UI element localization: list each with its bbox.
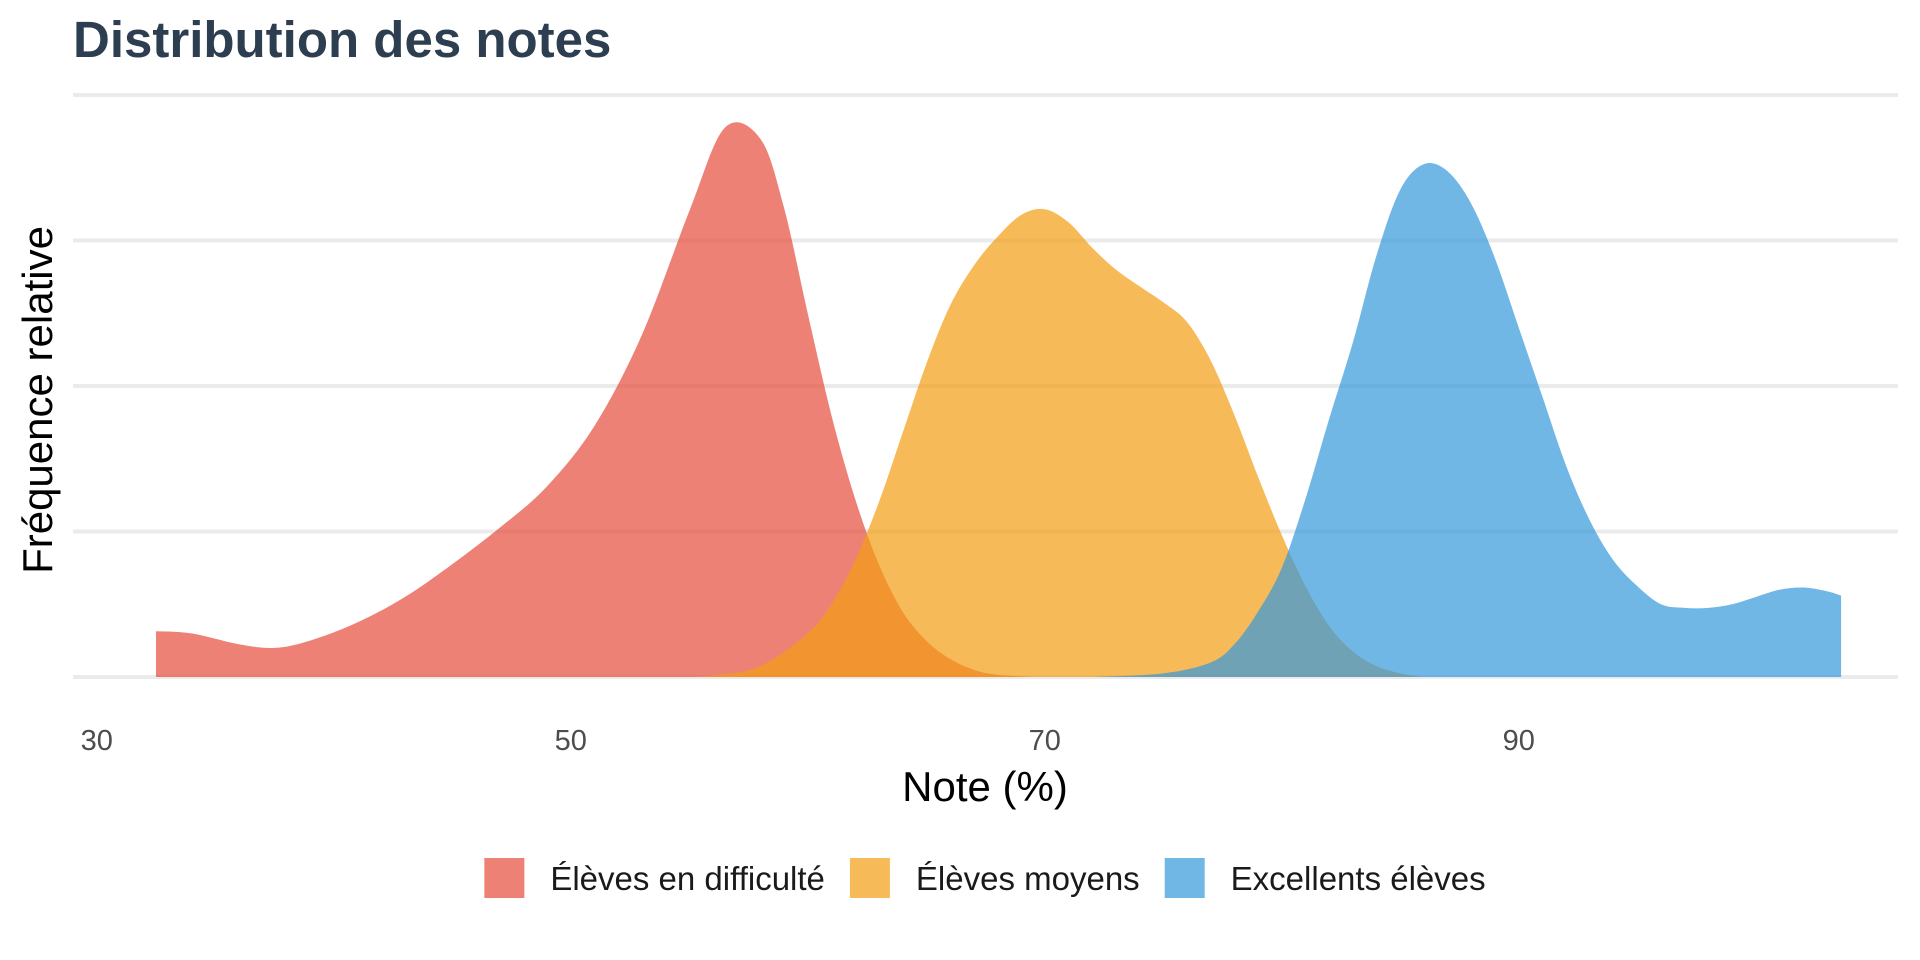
x-axis-title: Note (%) xyxy=(902,763,1068,810)
chart-title: Distribution des notes xyxy=(73,11,611,68)
legend-key-2 xyxy=(849,858,890,898)
y-axis-title: Fréquence relative xyxy=(14,226,61,574)
density-area-2 xyxy=(665,208,1424,677)
density-area-3 xyxy=(1092,163,1842,677)
x-tick-label-50: 50 xyxy=(555,725,587,757)
legend-label-3: Excellents élèves xyxy=(1231,860,1486,897)
x-tick-label-90: 90 xyxy=(1503,725,1535,757)
legend-label-1: Élèves en difficulté xyxy=(550,860,825,897)
x-tick-label-70: 70 xyxy=(1029,725,1061,757)
density-area-1 xyxy=(156,122,1033,677)
x-tick-label-30: 30 xyxy=(81,725,113,757)
legend-key-3 xyxy=(1164,858,1205,898)
plot-area xyxy=(156,122,1842,677)
x-axis-ticks: 30 50 70 90 xyxy=(81,725,1535,757)
legend: Élèves en difficulté Élèves moyens Excelle… xyxy=(484,858,1486,898)
legend-key-1 xyxy=(484,858,525,898)
legend-label-2: Élèves moyens xyxy=(916,860,1140,897)
